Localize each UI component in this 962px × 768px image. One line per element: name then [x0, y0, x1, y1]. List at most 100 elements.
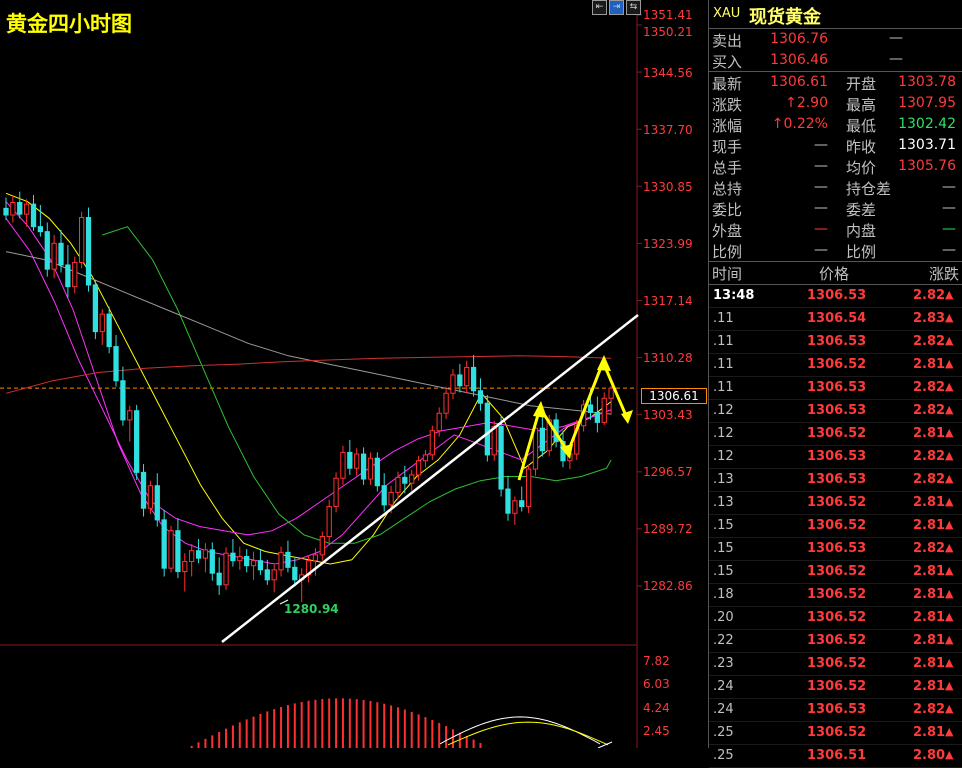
- candle-body: [443, 392, 449, 414]
- buy-row: 买入 1306.46 —: [709, 50, 962, 72]
- macd-dea-line: [447, 721, 609, 746]
- candle-body: [250, 560, 257, 567]
- tick-row[interactable]: .15 1306.53 2.82 ▲: [709, 538, 962, 561]
- quote-stat-row: 外盘 — 内盘 —: [709, 219, 962, 240]
- stat-value: —: [814, 137, 828, 153]
- tick-price: 1306.51: [807, 748, 867, 763]
- moving-average-line: [5, 218, 612, 536]
- tick-row[interactable]: .12 1306.53 2.82 ▲: [709, 400, 962, 423]
- up-arrow-icon: ▲: [945, 656, 954, 669]
- macd-axis-label: 4.24: [643, 701, 670, 715]
- candle-body: [340, 451, 346, 479]
- candle-body: [134, 410, 140, 473]
- tick-change: 2.82: [913, 403, 946, 418]
- tick-time: .12: [713, 426, 734, 441]
- tick-price: 1306.53: [807, 449, 867, 464]
- candle-body: [223, 552, 229, 586]
- toolbar-button-3[interactable]: ⇆: [626, 0, 641, 15]
- tick-row[interactable]: .24 1306.53 2.82 ▲: [709, 699, 962, 722]
- up-arrow-icon: ▲: [945, 334, 954, 347]
- candle-body: [65, 264, 71, 288]
- tick-row[interactable]: .11 1306.53 2.82 ▲: [709, 377, 962, 400]
- toolbar-button-1[interactable]: ⇤: [592, 0, 607, 15]
- tick-row[interactable]: .25 1306.51 2.80 ▲: [709, 745, 962, 768]
- candle-body: [532, 427, 539, 470]
- candle-body: [477, 390, 484, 404]
- tick-row[interactable]: .24 1306.52 2.81 ▲: [709, 676, 962, 699]
- tick-row[interactable]: .25 1306.52 2.81 ▲: [709, 722, 962, 745]
- chart-toolbar: ⇤ ⇥ ⇆: [592, 0, 641, 15]
- candle-body: [30, 203, 37, 228]
- candle-body: [525, 468, 532, 508]
- tick-time: .22: [713, 633, 734, 648]
- arrow-head-icon: [621, 410, 633, 424]
- tick-price: 1306.53: [807, 380, 867, 395]
- candle-body: [244, 556, 250, 567]
- candle-body: [37, 226, 44, 233]
- candle-body: [230, 552, 236, 562]
- tick-change: 2.82: [913, 449, 946, 464]
- stat-value: 1302.42: [898, 116, 956, 132]
- candle-body: [367, 457, 374, 480]
- tick-price: 1306.53: [807, 541, 867, 556]
- tick-row[interactable]: .12 1306.52 2.81 ▲: [709, 423, 962, 446]
- candle-body: [608, 387, 614, 399]
- up-arrow-icon: ▲: [945, 403, 954, 416]
- candle-body: [436, 412, 442, 432]
- tick-row[interactable]: .13 1306.52 2.81 ▲: [709, 492, 962, 515]
- tick-row[interactable]: .22 1306.52 2.81 ▲: [709, 630, 962, 653]
- stat-value: ↑2.90: [785, 95, 828, 111]
- tick-change: 2.81: [913, 633, 946, 648]
- stat-value: ↑0.22%: [771, 116, 828, 132]
- tick-list[interactable]: 13:48 1306.53 2.82 ▲ .11 1306.54 2.83 ▲ .11 1306.…: [709, 285, 962, 768]
- candle-body: [51, 242, 57, 270]
- toolbar-button-2[interactable]: ⇥: [609, 0, 624, 15]
- tick-row[interactable]: .23 1306.52 2.81 ▲: [709, 653, 962, 676]
- up-arrow-icon: ▲: [945, 311, 954, 324]
- stat-value: 1303.78: [898, 74, 956, 90]
- tick-row[interactable]: .11 1306.54 2.83 ▲: [709, 308, 962, 331]
- up-arrow-icon: ▲: [945, 518, 954, 531]
- candle-body: [388, 491, 394, 506]
- tick-time: .12: [713, 449, 734, 464]
- tick-row[interactable]: .12 1306.53 2.82 ▲: [709, 446, 962, 469]
- tick-time: .11: [713, 311, 734, 326]
- candle-body: [44, 231, 50, 270]
- tick-price: 1306.52: [807, 357, 867, 372]
- sell-extra: —: [889, 30, 903, 46]
- candle-body: [237, 556, 243, 562]
- arrow-head-icon: [597, 355, 611, 371]
- tick-row[interactable]: .11 1306.53 2.82 ▲: [709, 331, 962, 354]
- macd-axis-label: 7.82: [643, 654, 670, 668]
- price-axis-label: 1310.28: [643, 351, 693, 365]
- tick-row[interactable]: .11 1306.52 2.81 ▲: [709, 354, 962, 377]
- candle-body: [202, 549, 209, 559]
- candle-body: [10, 202, 16, 216]
- stat-label: 比例: [846, 243, 877, 261]
- candle-body: [409, 474, 415, 484]
- tick-row[interactable]: .15 1306.52 2.81 ▲: [709, 515, 962, 538]
- candle-body: [312, 554, 319, 562]
- up-arrow-icon: ▲: [945, 587, 954, 600]
- tick-row[interactable]: .15 1306.52 2.81 ▲: [709, 561, 962, 584]
- up-arrow-icon: ▲: [945, 449, 954, 462]
- candle-body: [457, 374, 463, 387]
- ticks-header: 时间 价格 涨跌: [709, 262, 962, 285]
- quote-stat-row: 委比 — 委差 —: [709, 198, 962, 219]
- tick-change: 2.81: [913, 357, 946, 372]
- stat-label: 开盘: [846, 75, 877, 93]
- candlestick-chart[interactable]: 黄金四小时图 ⇤ ⇥ ⇆ 1351.41 1350.21 1344.56 133…: [0, 0, 708, 748]
- tick-change: 2.81: [913, 679, 946, 694]
- candle-body: [429, 430, 435, 456]
- price-axis-label: 1330.85: [643, 180, 693, 194]
- tick-row[interactable]: .20 1306.52 2.81 ▲: [709, 607, 962, 630]
- chart-canvas[interactable]: [0, 0, 708, 748]
- tick-price: 1306.53: [807, 702, 867, 717]
- tick-row[interactable]: .13 1306.53 2.82 ▲: [709, 469, 962, 492]
- tick-time: .11: [713, 334, 734, 349]
- moving-average-line: [5, 251, 612, 415]
- tick-row[interactable]: .18 1306.52 2.81 ▲: [709, 584, 962, 607]
- quote-panel: XAU 现货黄金 卖出 1306.76 — 买入 1306.46 — 最新 130…: [708, 0, 962, 768]
- candle-body: [594, 411, 601, 423]
- tick-row[interactable]: 13:48 1306.53 2.82 ▲: [709, 285, 962, 308]
